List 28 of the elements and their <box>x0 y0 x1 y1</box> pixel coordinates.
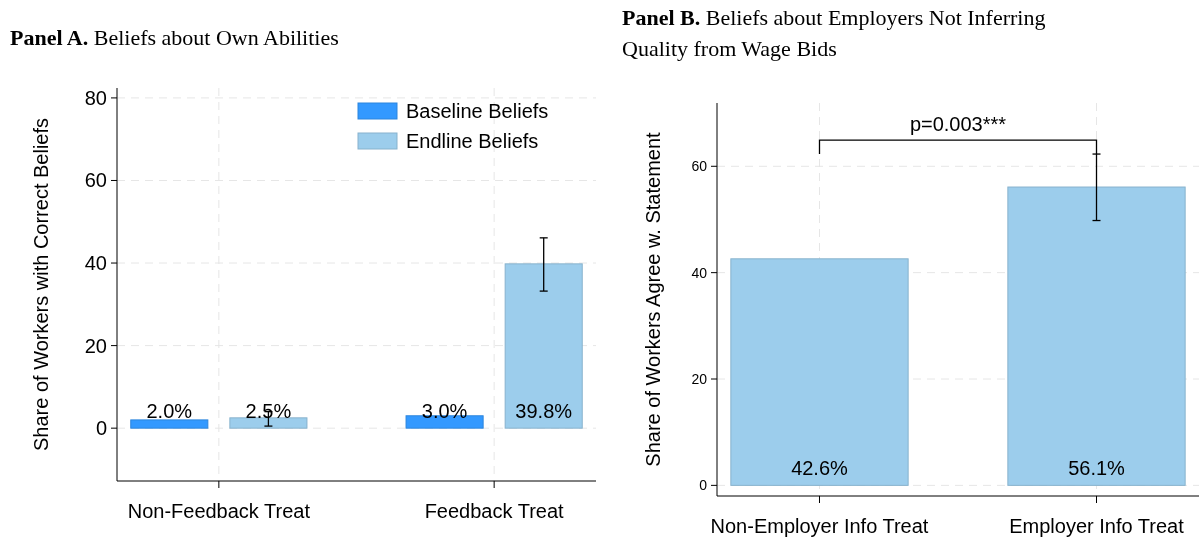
legend-label: Endline Beliefs <box>406 130 539 152</box>
chart-title: Panel A. Beliefs about Own Abilities <box>10 25 339 50</box>
data-label: 42.6% <box>791 457 849 480</box>
y-tick-label: 20 <box>84 334 107 357</box>
bar <box>504 263 583 429</box>
data-label: 2.0% <box>146 400 193 423</box>
y-tick-label: 40 <box>691 264 708 281</box>
bar <box>229 417 308 429</box>
y-axis-title: Share of Workers with Correct Beliefs <box>30 117 52 452</box>
x-tick-label: Non-Employer Info Treat <box>710 515 929 537</box>
x-tick-label: Non-Feedback Treat <box>127 500 311 522</box>
data-label: 2.5% <box>245 400 292 423</box>
y-tick-label: 0 <box>95 417 107 440</box>
y-axis-title: Share of Workers Agree w. Statement <box>642 131 664 467</box>
data-label: 39.8% <box>515 400 573 423</box>
y-tick-label: 60 <box>84 169 107 192</box>
chart-title: Panel B. Beliefs about Employers Not Inferring Quality from Wage Bids <box>622 5 1046 61</box>
y-tick-label: 80 <box>84 86 107 109</box>
legend-label: Baseline Beliefs <box>406 100 549 122</box>
data-label: 56.1% <box>1068 457 1126 480</box>
y-tick-label: 0 <box>699 477 708 494</box>
bar <box>130 419 209 429</box>
annotation: p=0.003*** <box>909 113 1007 136</box>
x-tick-label: Feedback Treat <box>424 500 565 522</box>
y-tick-label: 20 <box>691 370 708 387</box>
x-tick-label: Employer Info Treat <box>1009 515 1185 537</box>
y-tick-label: 40 <box>84 252 107 275</box>
y-tick-label: 60 <box>691 158 708 175</box>
